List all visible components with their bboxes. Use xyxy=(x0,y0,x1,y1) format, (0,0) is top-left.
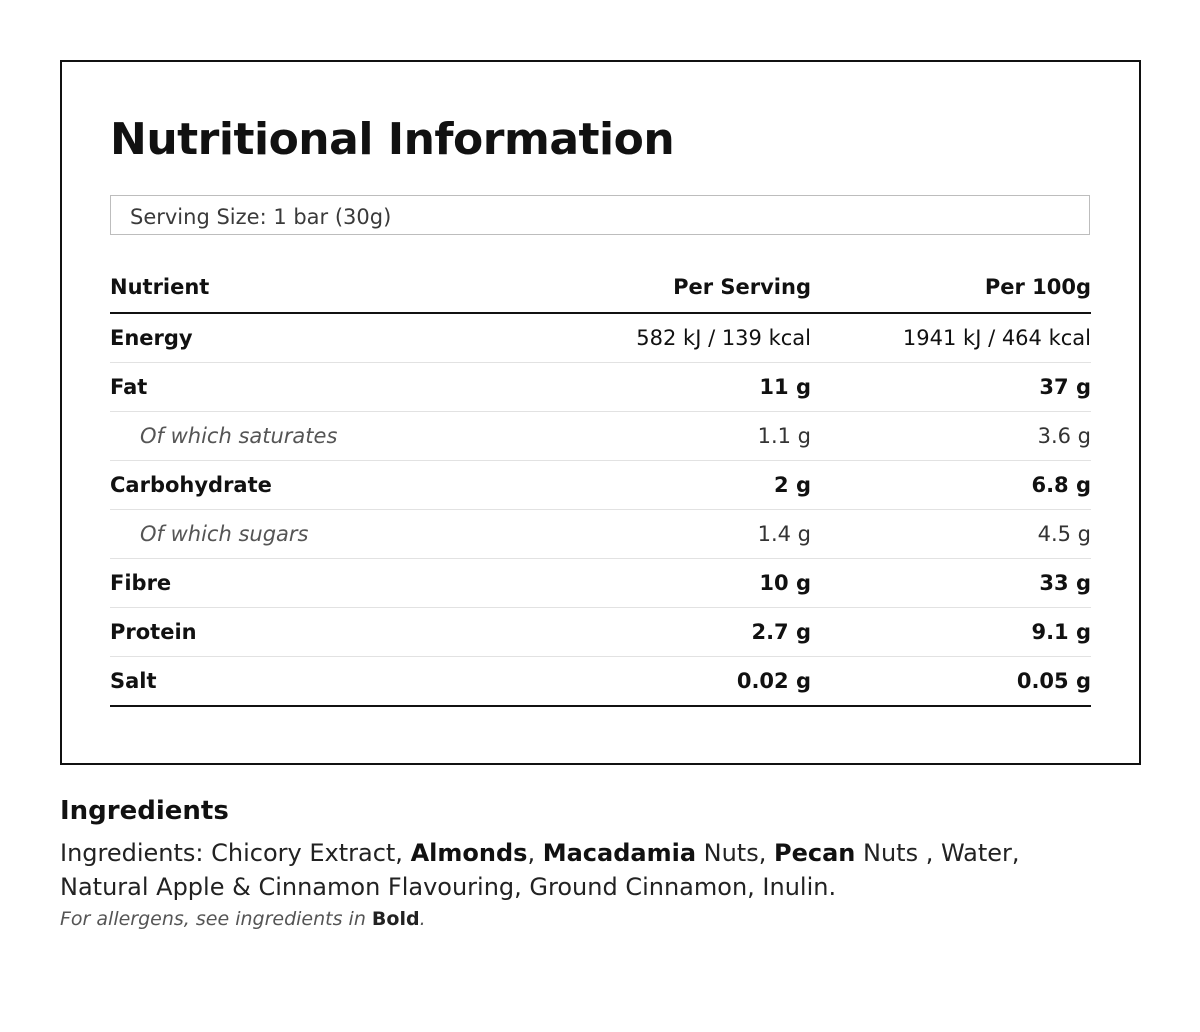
per-serving-value: 1.1 g xyxy=(757,424,811,448)
per-100g-value: 1941 kJ / 464 kcal xyxy=(902,326,1091,350)
allergen-ingredient: Almonds xyxy=(410,839,528,867)
per-serving-value: 2 g xyxy=(774,473,811,497)
per-100g-value: 9.1 g xyxy=(1031,620,1091,644)
allergen-note: For allergens, see ingredients in Bold. xyxy=(60,908,426,930)
per-serving-value: 0.02 g xyxy=(736,669,811,693)
table-row-fat: Fat 11 g 37 g xyxy=(110,363,1091,412)
per-serving-value: 11 g xyxy=(759,375,811,399)
ingredients-text-part: Nuts , Water, Natural Apple & Cinnamon F… xyxy=(60,839,1020,901)
table-row-salt: Salt 0.02 g 0.05 g xyxy=(110,657,1091,707)
allergen-note-bold: Bold xyxy=(371,908,420,930)
header-nutrient: Nutrient xyxy=(110,275,210,299)
header-per-serving: Per Serving xyxy=(673,275,811,299)
per-100g-value: 33 g xyxy=(1039,571,1091,595)
allergen-ingredient: Pecan xyxy=(773,839,856,867)
ingredients-heading: Ingredients xyxy=(60,796,229,826)
table-row-saturates: Of which saturates 1.1 g 3.6 g xyxy=(110,412,1091,461)
nutrient-name: Of which sugars xyxy=(140,522,309,546)
per-100g-value: 3.6 g xyxy=(1037,424,1091,448)
per-serving-value: 2.7 g xyxy=(751,620,811,644)
serving-size-text: Serving Size: 1 bar (30g) xyxy=(130,205,392,229)
table-header-row: Nutrient Per Serving Per 100g xyxy=(110,262,1091,314)
header-per-100g: Per 100g xyxy=(984,275,1091,299)
nutrient-name: Fat xyxy=(110,375,148,399)
allergen-ingredient: Macadamia xyxy=(542,839,697,867)
nutrient-name: Protein xyxy=(110,620,197,644)
per-100g-value: 0.05 g xyxy=(1016,669,1091,693)
nutrient-name: Fibre xyxy=(110,571,172,595)
nutrition-table: Nutrient Per Serving Per 100g Energy 582… xyxy=(110,262,1091,707)
table-row-fibre: Fibre 10 g 33 g xyxy=(110,559,1091,608)
per-serving-value: 10 g xyxy=(759,571,811,595)
table-row-energy: Energy 582 kJ / 139 kcal 1941 kJ / 464 k… xyxy=(110,314,1091,363)
per-100g-value: 4.5 g xyxy=(1037,522,1091,546)
nutrition-title: Nutritional Information xyxy=(110,114,675,165)
ingredients-text-part: Ingredients: Chicory Extract, xyxy=(60,839,411,867)
ingredients-text-part: Nuts, xyxy=(696,839,774,867)
per-serving-value: 582 kJ / 139 kcal xyxy=(636,326,811,350)
nutrition-panel: Nutritional Information Serving Size: 1 … xyxy=(60,60,1141,765)
per-100g-value: 37 g xyxy=(1039,375,1091,399)
ingredients-text-part: , xyxy=(527,839,543,867)
table-row-protein: Protein 2.7 g 9.1 g xyxy=(110,608,1091,657)
nutrient-name: Salt xyxy=(110,669,157,693)
serving-size-box: Serving Size: 1 bar (30g) xyxy=(110,195,1090,235)
ingredients-list: Ingredients: Chicory Extract, Almonds, M… xyxy=(60,836,1100,904)
nutrient-name: Carbohydrate xyxy=(110,473,272,497)
allergen-note-prefix: For allergens, see ingredients in xyxy=(60,908,372,930)
table-row-carbohydrate: Carbohydrate 2 g 6.8 g xyxy=(110,461,1091,510)
nutrient-name: Of which saturates xyxy=(140,424,338,448)
per-100g-value: 6.8 g xyxy=(1031,473,1091,497)
table-row-sugars: Of which sugars 1.4 g 4.5 g xyxy=(110,510,1091,559)
nutrient-name: Energy xyxy=(110,326,193,350)
per-serving-value: 1.4 g xyxy=(757,522,811,546)
allergen-note-suffix: . xyxy=(419,908,426,930)
